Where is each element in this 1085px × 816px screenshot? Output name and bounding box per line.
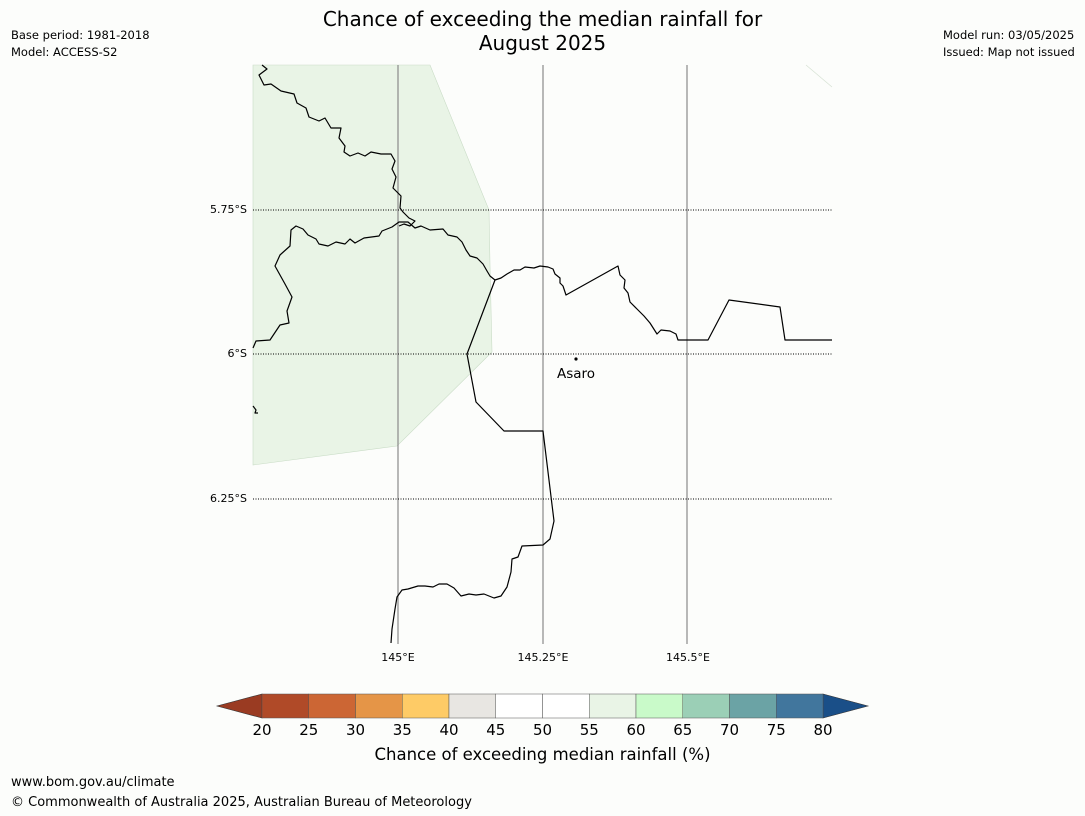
lon-label-145-25: 145.25°E <box>518 651 569 664</box>
footer-url: www.bom.gov.au/climate <box>11 775 175 790</box>
model-run: Model run: 03/05/2025 <box>943 28 1075 42</box>
place-label-asaro: Asaro <box>557 366 595 382</box>
colorbar-tick-label: 45 <box>486 721 505 739</box>
model-name: Model: ACCESS-S2 <box>11 45 118 59</box>
meta-left: Base period: 1981-2018 Model: ACCESS-S2 <box>11 27 150 61</box>
shaded-region <box>252 64 493 466</box>
colorbar-segment <box>261 693 309 719</box>
colorbar-segment <box>729 693 777 719</box>
base-period: Base period: 1981-2018 <box>11 28 150 42</box>
shaded-region-edge <box>805 64 833 88</box>
colorbar-segment <box>308 693 356 719</box>
colorbar-segment <box>355 693 403 719</box>
colorbar-tick-label: 70 <box>720 721 739 739</box>
lat-label-6: 6°S <box>228 347 247 360</box>
colorbar-segment <box>448 693 496 719</box>
colorbar-tick-label: 55 <box>580 721 599 739</box>
district-boundaries <box>252 64 832 644</box>
colorbar-segment <box>682 693 730 719</box>
colorbar-tick-label: 75 <box>767 721 786 739</box>
boundary-north <box>258 64 416 227</box>
colorbar-tick-label: 20 <box>252 721 271 739</box>
colorbar-tick-label: 30 <box>346 721 365 739</box>
map-title-line1: Chance of exceeding the median rainfall … <box>322 7 763 31</box>
colorbar-segment <box>402 693 450 719</box>
colorbar-segment <box>495 693 543 719</box>
colorbar-title: Chance of exceeding median rainfall (%) <box>374 745 711 764</box>
colorbar-over-arrow <box>822 693 870 719</box>
colorbar-tick-label: 80 <box>813 721 832 739</box>
lon-label-145-5: 145.5°E <box>666 651 710 664</box>
boundary-central <box>252 221 496 349</box>
boundary-east <box>494 265 832 341</box>
colorbar-tick-label: 35 <box>393 721 412 739</box>
colorbar-segment <box>776 693 824 719</box>
colorbar-segment <box>542 693 590 719</box>
colorbar-tick-label: 60 <box>626 721 645 739</box>
map-panel: Asaro 5.75°S 6°S 6.25°S 145°E 145.25°E 1… <box>210 64 833 664</box>
lat-label-5-75: 5.75°S <box>210 203 247 216</box>
lat-label-6-25: 6.25°S <box>210 492 247 505</box>
colorbar: 20 25 30 35 40 45 50 55 60 65 70 75 80 <box>215 693 870 739</box>
map-title: Chance of exceeding the median rainfall … <box>0 7 1085 55</box>
colorbar-segment <box>635 693 683 719</box>
meta-right: Model run: 03/05/2025 Issued: Map not is… <box>943 27 1075 61</box>
colorbar-tick-label: 25 <box>299 721 318 739</box>
boundary-west-edge <box>252 405 258 414</box>
footer-copyright: © Commonwealth of Australia 2025, Austra… <box>11 795 472 810</box>
boundary-south <box>390 279 555 644</box>
map-title-line2: August 2025 <box>478 31 607 55</box>
colorbar-segment <box>589 693 637 719</box>
colorbar-tick-label: 50 <box>533 721 552 739</box>
colorbar-tick-label: 65 <box>673 721 692 739</box>
issued-status: Issued: Map not issued <box>943 45 1075 59</box>
place-marker-asaro <box>574 357 578 361</box>
colorbar-tick-label: 40 <box>439 721 458 739</box>
colorbar-under-arrow <box>215 693 263 719</box>
lon-label-145: 145°E <box>381 651 414 664</box>
